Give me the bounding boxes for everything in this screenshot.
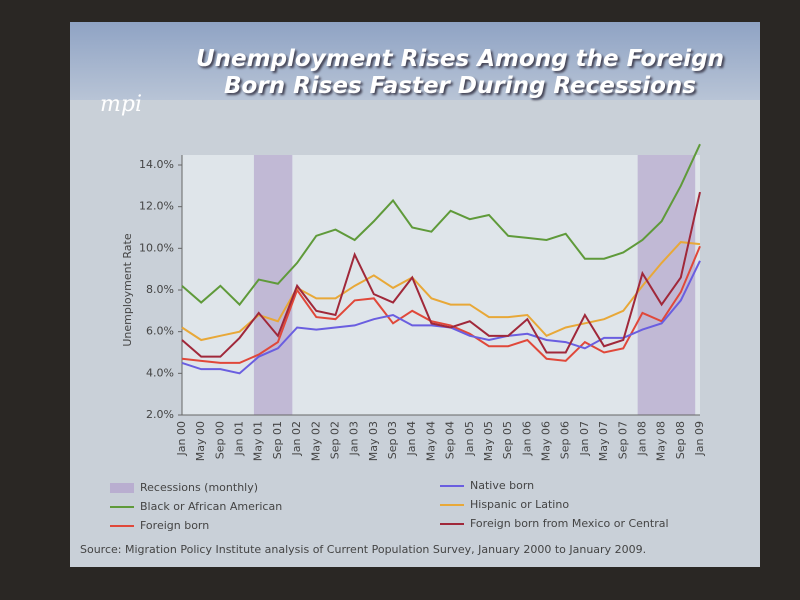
x-tick-label: Jan 05 — [463, 421, 476, 456]
legend-label: Black or African American — [140, 500, 282, 513]
y-tick-label: 2.0% — [146, 408, 174, 421]
chart-title: Unemployment Rises Among the Foreign Bor… — [195, 46, 725, 99]
legend-label: Hispanic or Latino — [470, 498, 569, 511]
series-line — [181, 260, 701, 375]
x-tick-label: Jan 00 — [175, 421, 188, 456]
slide-header — [70, 22, 760, 100]
x-tick-label: Jan 07 — [578, 421, 591, 456]
logo: mpi — [100, 92, 142, 117]
x-tick-label: May 03 — [367, 421, 380, 461]
x-tick-label: Jan 04 — [405, 421, 418, 456]
x-tick-label: Sep 04 — [444, 421, 457, 459]
legend-label: Foreign born — [140, 519, 209, 532]
x-tick-label: May 05 — [482, 421, 495, 461]
x-tick-label: Sep 01 — [271, 421, 284, 459]
x-tick-label: May 07 — [597, 421, 610, 461]
x-tick-label: May 08 — [655, 421, 668, 461]
x-tick-label: Jan 03 — [348, 421, 361, 456]
y-tick-label: 10.0% — [139, 241, 174, 254]
x-tick-label: Sep 03 — [386, 421, 399, 459]
legend-swatch — [110, 483, 134, 493]
legend-label: Foreign born from Mexico or Central — [470, 517, 669, 530]
x-tick-label: Sep 05 — [501, 421, 514, 459]
x-tick-label: May 04 — [424, 421, 437, 461]
recession-band — [637, 155, 696, 415]
x-tick-label: Sep 08 — [674, 421, 687, 459]
x-tick-label: Sep 02 — [328, 421, 341, 459]
x-tick-label: Sep 00 — [213, 421, 226, 459]
y-tick-label: 6.0% — [146, 325, 174, 338]
x-tick-label: May 06 — [540, 421, 553, 461]
x-tick-label: Jan 09 — [693, 421, 706, 456]
x-tick-label: May 01 — [252, 421, 265, 461]
series-line — [181, 191, 701, 358]
x-tick-label: May 00 — [194, 421, 207, 461]
y-axis-label: Unemployment Rate — [121, 233, 134, 347]
series-line — [181, 143, 701, 307]
x-tick-label: Jan 01 — [233, 421, 246, 456]
x-tick-label: May 02 — [309, 421, 322, 461]
series-line — [181, 241, 701, 342]
source-note: Source: Migration Policy Institute analy… — [80, 543, 646, 556]
y-tick-label: 14.0% — [139, 158, 174, 171]
x-tick-label: Sep 07 — [616, 421, 629, 459]
legend-label: Recessions (monthly) — [140, 481, 258, 494]
x-tick-label: Jan 08 — [635, 421, 648, 456]
legend-label: Native born — [470, 479, 534, 492]
x-tick-label: Jan 06 — [520, 421, 533, 456]
y-tick-label: 4.0% — [146, 366, 174, 379]
x-tick-label: Sep 06 — [559, 421, 572, 459]
y-tick-label: 8.0% — [146, 283, 174, 296]
y-tick-label: 12.0% — [139, 200, 174, 213]
recession-band — [253, 155, 293, 415]
series-line — [181, 245, 701, 364]
x-tick-label: Jan 02 — [290, 421, 303, 456]
